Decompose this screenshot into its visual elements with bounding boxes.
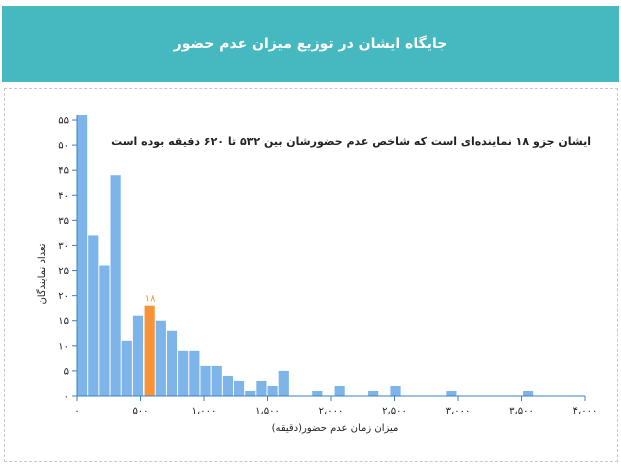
y-tick-label: ۱۰ [58, 341, 69, 352]
y-tick-label: ۳۵ [58, 216, 69, 227]
histogram-bar [267, 385, 278, 396]
histogram-bar [166, 330, 178, 396]
x-tick-label: ۵۰۰ [132, 406, 148, 417]
x-tick-label: ۰ [74, 406, 79, 417]
y-tick-label: ۰ [64, 392, 69, 403]
header-banner: جایگاه ایشان در توزیع میزان عدم حضور [2, 6, 619, 82]
y-tick-label: ۵ [64, 366, 69, 377]
x-tick-label: ۲،۵۰۰ [382, 406, 407, 417]
histogram-bar [110, 175, 121, 396]
y-tick-label: ۴۵ [58, 166, 69, 177]
histogram-bar [368, 390, 379, 396]
histogram-bar [334, 385, 345, 396]
histogram-bar [222, 375, 233, 396]
y-tick-label: ۵۰ [58, 141, 69, 152]
axis-layer: ۰ ۵۰۰ ۱،۰۰۰ ۱،۵۰۰ ۲،۰۰۰ ۲،۵۰۰ ۳،۰۰۰ ۳،۵۰۰ ۴،۰۰۰ ۰… [58, 115, 597, 417]
histogram-bar [312, 390, 323, 396]
highlight-bar-label: ۱۸ [145, 294, 156, 305]
x-tick-label: ۱،۰۰۰ [192, 406, 217, 417]
chart-annotation: ایشان جزو ۱۸ نماینده‌ای است که شاخص عدم … [111, 135, 591, 148]
x-tick-label: ۴،۰۰۰ [573, 406, 598, 417]
bars-layer: ۱۸ [77, 115, 534, 396]
histogram-bar [256, 380, 267, 396]
histogram-bar [132, 315, 144, 396]
x-tick-label: ۳،۰۰۰ [446, 406, 471, 417]
histogram-bar [278, 370, 289, 396]
histogram-bar [189, 350, 200, 396]
x-tick-label: ۱،۵۰۰ [255, 406, 280, 417]
y-tick-label: ۴۰ [58, 191, 69, 202]
chart-panel: ۱۸ ۰ ۵۰۰ ۱،۰۰۰ ۱،۵۰۰ ۲،۰۰۰ ۲،۵۰۰ ۳،۰۰۰ ۳،۵۰۰ ۴،۰… [4, 88, 618, 462]
y-tick-label: ۵۵ [58, 116, 69, 127]
histogram-bar [245, 390, 256, 396]
highlight-bar [144, 305, 155, 396]
histogram-bar [233, 380, 245, 396]
y-tick-label: ۱۵ [58, 316, 69, 327]
histogram-bar [211, 365, 222, 396]
y-tick-label: ۲۰ [58, 291, 69, 302]
histogram-bar [178, 350, 189, 396]
histogram-bar [77, 115, 88, 396]
y-tick-label: ۳۰ [58, 241, 69, 252]
histogram-bar [390, 385, 401, 396]
histogram-chart: ۱۸ ۰ ۵۰۰ ۱،۰۰۰ ۱،۵۰۰ ۲،۰۰۰ ۲،۵۰۰ ۳،۰۰۰ ۳،۵۰۰ ۴،۰… [36, 115, 597, 434]
histogram-bar [99, 265, 110, 396]
x-tick-label: ۲،۰۰۰ [319, 406, 344, 417]
x-axis-label: میزان زمان عدم حضور(دقیقه) [272, 423, 399, 434]
histogram-bar [446, 390, 457, 396]
y-axis-label: تعداد نمایندگان [36, 243, 48, 304]
histogram-bar [88, 235, 99, 396]
y-tick-label: ۲۵ [58, 266, 69, 277]
x-tick-label: ۳،۵۰۰ [509, 406, 534, 417]
histogram-bar [523, 390, 534, 396]
histogram-bar [155, 320, 166, 396]
histogram-bar [200, 365, 211, 396]
histogram-bar [121, 340, 132, 396]
page-title: جایگاه ایشان در توزیع میزان عدم حضور [173, 36, 448, 52]
